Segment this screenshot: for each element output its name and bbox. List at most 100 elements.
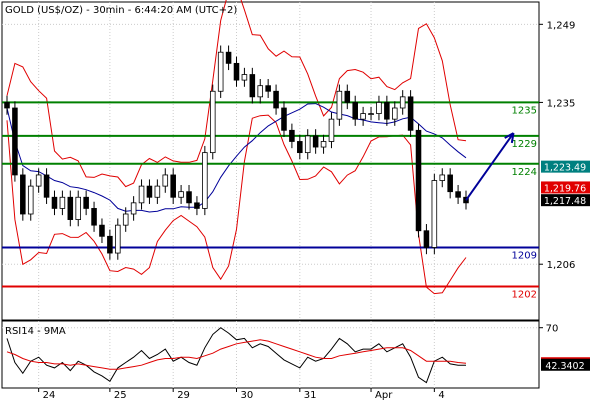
price-tick-label: 1,249 [547,20,576,31]
candle-body [273,90,279,109]
candle-body [289,129,295,142]
upper-band-line [6,0,467,188]
candle-body [27,185,34,215]
candle-body [415,129,422,232]
price-tick-label: 1,235 [547,98,576,109]
rsi-tag-box [541,358,590,371]
candle-body [281,107,287,131]
candle-body [217,51,224,92]
price-tag-label: 1,219.76 [544,183,586,194]
candle-body [202,152,208,209]
price-tick-label: 1,206 [547,260,576,271]
candle-body [407,96,414,131]
candle-body [194,202,200,209]
candle-body [170,174,176,198]
level-label: 1202 [512,290,537,301]
candle-body [352,102,358,120]
candle-body [130,202,137,215]
rsi-lines [6,327,467,384]
time-tick-label: 29 [177,390,190,400]
candle-body [107,235,113,254]
candle-body [75,196,81,220]
price-axis: 1,249 1,235 1,206 [539,20,575,271]
level-label: 1224 [512,167,537,178]
projection-arrowhead [504,132,515,144]
candle-body [265,85,271,92]
candle-body [376,102,382,114]
candle-body [249,74,256,98]
rsi-grid [2,321,539,388]
rsi-series-line [6,339,467,370]
candle-body [99,224,105,237]
candle-body [4,102,10,109]
price-tag-box [541,160,590,173]
candle-body [12,107,18,176]
rsi-panel-frame [1,320,540,389]
candle-body [320,141,327,148]
rsi-series-line [6,327,466,384]
rsi-tags: 43.485942.3402 [541,357,590,372]
candle-body [368,113,374,115]
time-tick-label: 30 [241,390,254,400]
candle-body [35,174,42,187]
candle-body [51,196,58,209]
price-tag-box [541,194,590,207]
candle-body [162,174,169,187]
candle-body [67,196,74,220]
candle-body [455,191,461,198]
candle-body [122,213,129,226]
candle-body [312,135,319,148]
price-tag-box [541,181,590,194]
candle-body [43,174,50,198]
price-panel-frame [1,1,540,321]
candle-body [423,230,430,248]
candle-body [399,96,406,109]
candle-body [392,107,398,120]
candle-body [186,191,192,204]
candle-body [59,196,66,209]
projection-line [465,132,515,201]
price-tag-label: 1,223.49 [544,163,586,174]
candle-body [257,85,264,98]
rsi-title: RSI14 - 9MA [5,326,66,337]
candle-body [384,102,390,120]
time-tick-label: 25 [114,390,127,400]
candle-body [209,90,216,154]
candle-body [336,90,343,120]
rsi-axis: 70 [539,324,558,335]
candlestick-series [4,45,469,260]
candle-body [447,174,453,193]
candle-body [344,90,351,103]
candle-body [138,185,145,204]
candle-body [439,174,446,181]
time-tick-label: 4 [438,390,444,400]
candle-body [304,135,311,154]
time-tick-label: Apr [375,390,393,400]
candle-body [115,224,121,254]
candle-body [83,196,89,209]
candle-body [328,118,335,142]
level-label: 1229 [512,139,537,150]
candle-body [20,174,26,215]
rsi-tag-label: 42.3402 [545,361,584,372]
candle-body [154,185,161,198]
level-label: 1209 [512,250,537,261]
candle-body [241,74,248,81]
candle-body [91,208,97,226]
level-label: 1235 [512,105,537,116]
rsi-tick-label: 70 [546,324,559,335]
candle-body [225,51,232,64]
chart-title: GOLD (US$/OZ) - 30min - 6:44:20 AM (UTC+… [5,5,237,16]
price-tags: 1,223.49 1,219.76 1,217.48 [541,160,590,207]
candle-body [233,62,240,81]
candle-body [431,180,438,248]
moving-average-line [6,103,467,213]
time-tick-label: 31 [304,390,317,400]
candle-body [297,141,303,154]
price-tag-label: 1,217.48 [544,196,586,207]
candle-body [178,191,184,198]
candle-body [360,113,366,120]
time-tick-label: 24 [43,390,56,400]
projection-arrow [465,132,515,201]
